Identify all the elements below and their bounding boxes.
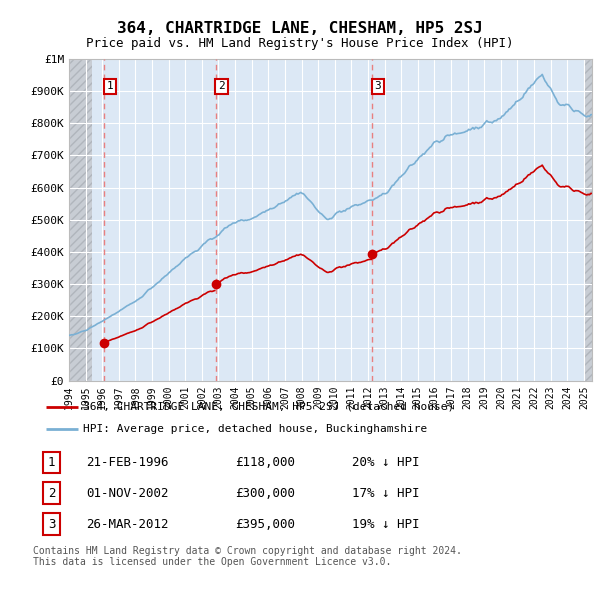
Text: 26-MAR-2012: 26-MAR-2012 bbox=[86, 517, 169, 530]
Text: 20% ↓ HPI: 20% ↓ HPI bbox=[352, 456, 419, 469]
Text: HPI: Average price, detached house, Buckinghamshire: HPI: Average price, detached house, Buck… bbox=[83, 424, 428, 434]
Text: 19% ↓ HPI: 19% ↓ HPI bbox=[352, 517, 419, 530]
Text: 1: 1 bbox=[107, 81, 113, 91]
Bar bbox=[584, 59, 600, 381]
Text: Price paid vs. HM Land Registry's House Price Index (HPI): Price paid vs. HM Land Registry's House … bbox=[86, 37, 514, 50]
Text: 3: 3 bbox=[374, 81, 381, 91]
Text: 3: 3 bbox=[48, 517, 55, 530]
Text: 01-NOV-2002: 01-NOV-2002 bbox=[86, 487, 169, 500]
Text: 17% ↓ HPI: 17% ↓ HPI bbox=[352, 487, 419, 500]
Text: 2: 2 bbox=[218, 81, 225, 91]
Text: £395,000: £395,000 bbox=[235, 517, 295, 530]
Text: Contains HM Land Registry data © Crown copyright and database right 2024.
This d: Contains HM Land Registry data © Crown c… bbox=[33, 546, 462, 568]
Text: £118,000: £118,000 bbox=[235, 456, 295, 469]
Text: 2: 2 bbox=[48, 487, 55, 500]
Text: 364, CHARTRIDGE LANE, CHESHAM, HP5 2SJ (detached house): 364, CHARTRIDGE LANE, CHESHAM, HP5 2SJ (… bbox=[83, 402, 455, 412]
Text: 1: 1 bbox=[48, 456, 55, 469]
Text: £300,000: £300,000 bbox=[235, 487, 295, 500]
Bar bbox=[69, 59, 92, 381]
Text: 21-FEB-1996: 21-FEB-1996 bbox=[86, 456, 169, 469]
Text: 364, CHARTRIDGE LANE, CHESHAM, HP5 2SJ: 364, CHARTRIDGE LANE, CHESHAM, HP5 2SJ bbox=[117, 21, 483, 35]
